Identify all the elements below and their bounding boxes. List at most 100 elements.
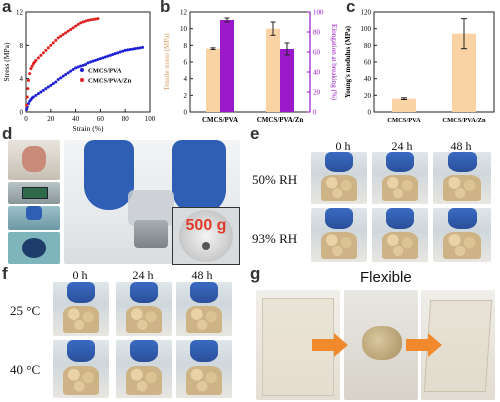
data-point xyxy=(59,76,63,80)
data-point xyxy=(46,85,50,89)
photo-d-balance-scale xyxy=(8,182,60,204)
data-point xyxy=(141,45,145,49)
data-point xyxy=(118,50,122,54)
data-point xyxy=(66,29,70,33)
data-point xyxy=(71,68,75,71)
y-tick-label: 0 xyxy=(20,109,24,117)
data-point xyxy=(69,28,73,31)
data-point xyxy=(36,92,40,96)
data-point xyxy=(79,21,83,25)
panel-label-g: g xyxy=(250,264,261,283)
data-point xyxy=(34,58,38,62)
e-time-48h: 48 h xyxy=(450,139,472,153)
data-point xyxy=(76,65,80,69)
data-point xyxy=(96,58,100,61)
bar xyxy=(280,49,294,112)
f-photo-25c-48h xyxy=(176,282,232,336)
e-time-24h: 24 h xyxy=(391,139,413,153)
data-point xyxy=(98,57,102,61)
f-photo-25c-24h xyxy=(116,282,172,336)
x-tick-label: 60 xyxy=(97,115,105,123)
photo-d-hanging-weight xyxy=(64,140,240,264)
panel-label-a: a xyxy=(2,0,12,16)
y-tick-label: 12 xyxy=(16,9,24,17)
x-axis-label: Strain (%) xyxy=(72,124,104,133)
y2-tick-label: 40 xyxy=(313,69,321,77)
arrow-right-icon xyxy=(312,333,348,357)
f-photo-40c-0h xyxy=(53,340,109,398)
e-photo-50rh-24h xyxy=(372,152,428,204)
data-point xyxy=(106,54,110,58)
y2-tick-label: 60 xyxy=(313,49,321,57)
data-point xyxy=(93,58,97,62)
data-point xyxy=(61,74,65,78)
data-point xyxy=(49,83,53,87)
y2-tick-label: 0 xyxy=(313,109,317,117)
data-point xyxy=(59,34,63,38)
y-tick-label: 8 xyxy=(20,42,24,50)
category-label: CMCS/PVA xyxy=(387,117,421,124)
data-point xyxy=(51,41,55,45)
data-point xyxy=(86,61,90,65)
data-point xyxy=(79,64,83,68)
g-arrows xyxy=(312,333,442,357)
y-axis-label: Young's modulus (MPa) xyxy=(344,25,352,98)
legend-label: CMCS/PVA/Zn xyxy=(88,78,132,85)
e-photo-93rh-48h xyxy=(433,208,491,262)
y2-tick-label: 100 xyxy=(313,9,324,17)
data-point xyxy=(76,23,80,26)
e-photo-50rh-0h xyxy=(311,152,367,204)
f-photo-40c-24h xyxy=(116,340,172,398)
e-photo-93rh-24h xyxy=(372,208,428,262)
data-point xyxy=(64,73,68,76)
y-tick-label: 10 xyxy=(180,25,188,33)
arrow-right-icon xyxy=(406,333,442,357)
g-title: Flexible xyxy=(360,269,412,286)
e-row-label-93rh: 93% RH xyxy=(252,231,298,246)
data-point xyxy=(84,19,88,23)
data-point xyxy=(25,103,29,107)
data-point xyxy=(138,46,142,50)
data-point xyxy=(126,48,130,52)
chart-c: 0 20 40 60 80 100 120 Young's modulus (MPa) CMCS… xyxy=(344,9,495,124)
data-point xyxy=(34,93,38,97)
data-point xyxy=(108,53,112,57)
photo-d-pressing-film xyxy=(8,206,60,230)
y-tick-label: 2 xyxy=(184,92,188,100)
data-point xyxy=(44,87,48,91)
y2-tick-label: 20 xyxy=(313,89,321,97)
data-point xyxy=(88,60,92,64)
y-tick-label: 12 xyxy=(180,9,188,17)
f-time-48h: 48 h xyxy=(191,268,213,282)
e-photo-50rh-48h xyxy=(433,152,491,204)
y-axis-label: Tensile stress (MPa) xyxy=(163,33,171,91)
chart-a: 0 20 40 60 80 100 0 4 8 12 Strain (%) Stress (MPa) C… xyxy=(2,9,156,134)
data-point xyxy=(29,67,33,71)
data-point xyxy=(26,78,30,82)
f-time-24h: 24 h xyxy=(132,268,154,282)
data-point xyxy=(31,95,35,99)
e-photo-93rh-0h xyxy=(311,208,367,262)
data-point xyxy=(96,17,100,21)
x-tick-label: 0 xyxy=(24,115,28,123)
legend-marker xyxy=(80,68,84,72)
panel-label-f: f xyxy=(2,264,8,283)
y-tick-label: 60 xyxy=(364,59,372,67)
data-point xyxy=(25,108,29,111)
data-point xyxy=(88,18,92,22)
plot-frame xyxy=(25,11,151,113)
data-point xyxy=(81,63,85,67)
panel-label-b: b xyxy=(160,0,171,16)
data-point xyxy=(25,95,29,99)
data-point xyxy=(41,51,45,55)
panel-label-d: d xyxy=(2,124,13,143)
bar xyxy=(220,20,234,112)
f-row-label-25c: 25 °C xyxy=(10,303,41,318)
data-point xyxy=(111,53,115,56)
data-point xyxy=(81,20,85,24)
y2-axis-label: Elongation at breaking (%) xyxy=(330,24,338,101)
category-label: CMCS/PVA/Zn xyxy=(257,116,304,124)
f-photo-25c-0h xyxy=(53,282,109,336)
weight-label: 500 g xyxy=(185,217,227,234)
y-tick-label: 0 xyxy=(368,109,372,117)
